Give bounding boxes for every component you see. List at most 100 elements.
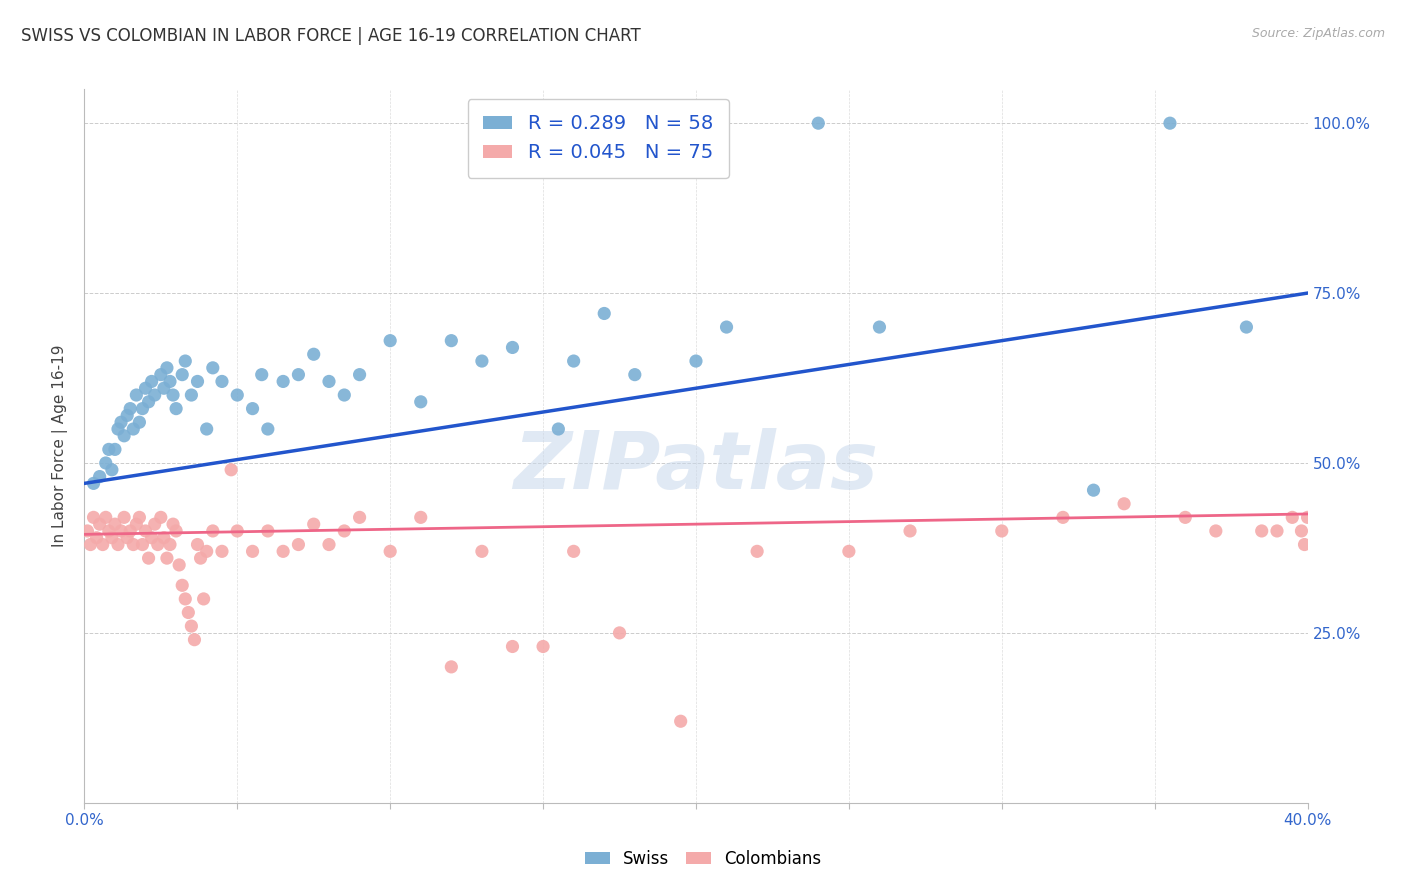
Point xyxy=(685,354,707,368)
Point xyxy=(141,531,163,545)
Point xyxy=(349,368,371,382)
Point xyxy=(107,422,129,436)
Point xyxy=(143,388,166,402)
Point xyxy=(165,401,187,416)
Point xyxy=(1236,320,1258,334)
Point xyxy=(1296,510,1319,524)
Point xyxy=(91,537,114,551)
Point xyxy=(180,388,202,402)
Point xyxy=(153,531,176,545)
Point xyxy=(120,524,142,538)
Point xyxy=(97,442,120,457)
Point xyxy=(177,606,200,620)
Point xyxy=(593,306,616,320)
Point xyxy=(201,524,224,538)
Point xyxy=(165,524,187,538)
Point xyxy=(1205,524,1227,538)
Point xyxy=(380,544,402,558)
Point xyxy=(162,517,184,532)
Point xyxy=(609,626,631,640)
Point xyxy=(1052,510,1074,524)
Point xyxy=(1265,524,1288,538)
Point xyxy=(624,368,647,382)
Point xyxy=(174,591,197,606)
Point xyxy=(201,360,224,375)
Point xyxy=(409,510,432,524)
Point xyxy=(183,632,205,647)
Point xyxy=(143,517,166,532)
Text: ZIPatlas: ZIPatlas xyxy=(513,428,879,507)
Point xyxy=(219,463,242,477)
Point xyxy=(440,660,463,674)
Point xyxy=(287,368,309,382)
Point xyxy=(991,524,1014,538)
Point xyxy=(131,537,153,551)
Point xyxy=(838,544,860,558)
Point xyxy=(242,401,264,416)
Point xyxy=(502,341,524,355)
Point xyxy=(125,517,148,532)
Text: Source: ZipAtlas.com: Source: ZipAtlas.com xyxy=(1251,27,1385,40)
Legend: R = 0.289   N = 58, R = 0.045   N = 75: R = 0.289 N = 58, R = 0.045 N = 75 xyxy=(468,99,728,178)
Point xyxy=(1083,483,1105,498)
Point xyxy=(138,551,160,566)
Point xyxy=(186,375,208,389)
Point xyxy=(318,537,340,551)
Point xyxy=(79,537,101,551)
Point xyxy=(83,510,105,524)
Point xyxy=(128,415,150,429)
Point xyxy=(89,469,111,483)
Point xyxy=(180,619,202,633)
Text: SWISS VS COLOMBIAN IN LABOR FORCE | AGE 16-19 CORRELATION CHART: SWISS VS COLOMBIAN IN LABOR FORCE | AGE … xyxy=(21,27,641,45)
Point xyxy=(122,422,145,436)
Point xyxy=(76,524,98,538)
Point xyxy=(409,394,432,409)
Point xyxy=(115,409,138,423)
Point xyxy=(156,551,179,566)
Point xyxy=(440,334,463,348)
Point xyxy=(1281,510,1303,524)
Point xyxy=(547,422,569,436)
Point xyxy=(250,368,273,382)
Point xyxy=(159,537,181,551)
Point xyxy=(186,537,208,551)
Point xyxy=(242,544,264,558)
Point xyxy=(195,422,218,436)
Point xyxy=(1174,510,1197,524)
Point xyxy=(287,537,309,551)
Point xyxy=(271,375,294,389)
Point xyxy=(211,544,233,558)
Point xyxy=(125,388,148,402)
Point xyxy=(562,544,585,558)
Point xyxy=(128,510,150,524)
Point xyxy=(135,524,157,538)
Point xyxy=(167,558,190,572)
Point xyxy=(302,517,325,532)
Point xyxy=(226,524,249,538)
Point xyxy=(257,524,280,538)
Point xyxy=(172,368,194,382)
Point xyxy=(149,510,172,524)
Point xyxy=(135,381,157,395)
Point xyxy=(211,375,233,389)
Point xyxy=(159,375,181,389)
Point xyxy=(101,531,124,545)
Point xyxy=(1291,524,1313,538)
Point xyxy=(1114,497,1136,511)
Point xyxy=(156,360,179,375)
Point xyxy=(110,524,132,538)
Point xyxy=(349,510,371,524)
Point xyxy=(318,375,340,389)
Point xyxy=(94,456,117,470)
Point xyxy=(747,544,769,558)
Point xyxy=(153,381,176,395)
Point xyxy=(869,320,891,334)
Point xyxy=(120,401,142,416)
Point xyxy=(302,347,325,361)
Point xyxy=(195,544,218,558)
Point xyxy=(716,320,738,334)
Point xyxy=(807,116,830,130)
Point xyxy=(669,714,692,729)
Point xyxy=(83,476,105,491)
Point xyxy=(531,640,554,654)
